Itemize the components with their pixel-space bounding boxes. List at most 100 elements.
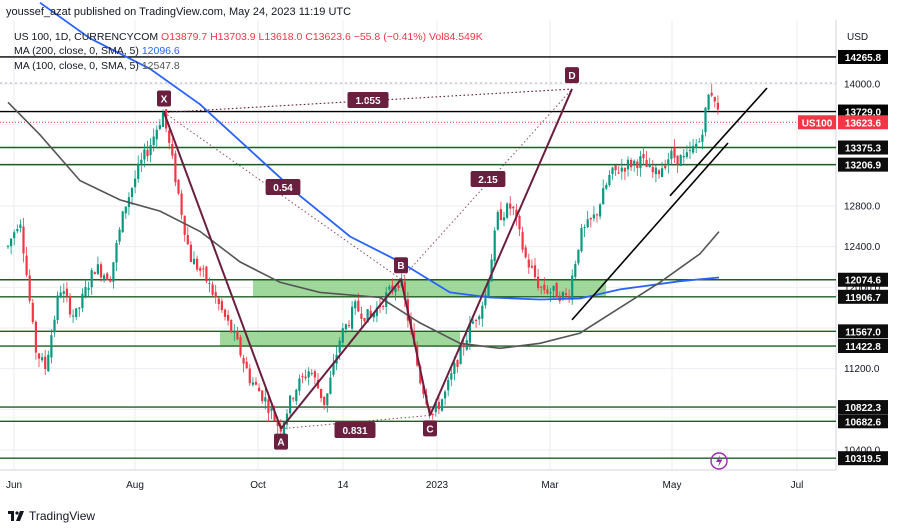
candle-body [254, 381, 258, 385]
candle-body [481, 305, 484, 319]
candle-body [106, 273, 109, 281]
candle-body [695, 143, 698, 148]
candle-body [651, 167, 654, 173]
pattern-point-box [157, 90, 171, 107]
candle-body [93, 272, 96, 275]
candle-body [456, 360, 459, 367]
pattern-retracement [400, 88, 573, 280]
ma200-legend[interactable]: MA (200, close, 0, SMA, 5) 12096.6 [14, 45, 180, 57]
candle-body [121, 211, 124, 233]
candle-body [583, 227, 586, 229]
current-price-box [838, 115, 888, 130]
candle-body [295, 389, 298, 402]
time-tick: May [663, 480, 682, 491]
candle-body [50, 335, 53, 358]
candle-body [174, 153, 177, 183]
tradingview-brand: TradingView [29, 509, 96, 523]
candle-body [65, 288, 68, 297]
candle-body [372, 313, 375, 318]
level-badge-label: 10822.3 [845, 403, 882, 414]
candle-body [450, 373, 453, 380]
pattern-leg [280, 278, 402, 430]
candle-body [382, 305, 385, 307]
ratio-badge-box [347, 92, 389, 108]
candle-body [657, 170, 661, 175]
candle-body [202, 268, 205, 270]
candle-body [502, 217, 506, 221]
candle-body [704, 107, 707, 133]
level-badge-box [838, 414, 888, 429]
level-badge-label: 11906.7 [845, 293, 881, 304]
candle-body [261, 390, 264, 402]
candle-body [360, 313, 363, 319]
candle-body [84, 286, 87, 297]
candle-body [130, 188, 134, 198]
ma100-label: MA (100, close, 0, SMA, 5) [14, 60, 139, 72]
uptrend-line-lower [571, 142, 729, 321]
candle-body [574, 264, 577, 278]
candle-body [276, 419, 279, 426]
candle-body [515, 209, 518, 218]
candle-body [227, 314, 230, 321]
candle-body [332, 362, 335, 375]
candle-body [484, 294, 487, 306]
candle-body [537, 276, 540, 288]
candle-body [698, 141, 701, 143]
level-badge: 13206.9 [838, 157, 888, 172]
candle-body [53, 319, 56, 333]
candle-body [688, 150, 692, 152]
lightning-circle [710, 452, 728, 470]
candle-body [298, 378, 301, 391]
candle-body [626, 159, 630, 170]
candle-body [289, 395, 292, 414]
candle-body [611, 167, 614, 175]
candle-body [285, 413, 289, 425]
candle-body [351, 306, 354, 329]
price-tick: 12400.0 [844, 242, 881, 253]
candle-body [676, 155, 679, 165]
x-to-d-line [163, 88, 573, 113]
candle-body [546, 289, 549, 294]
pattern-point-b: B [394, 257, 408, 274]
candle-body [301, 376, 304, 378]
level-badge-box [838, 324, 888, 339]
level-badge-label: 13375.3 [845, 144, 882, 155]
time-tick: Oct [250, 480, 266, 491]
candle-body [543, 284, 546, 291]
ratio-badge: 0.831 [334, 422, 376, 438]
candle-body [599, 204, 602, 217]
pattern-point-c: C [423, 420, 437, 437]
candle-body [41, 357, 44, 361]
candle-body [270, 408, 273, 411]
candle-body [90, 270, 93, 288]
candle-body [552, 285, 555, 291]
level-badge: 13375.3 [838, 140, 888, 155]
candle-body [28, 275, 31, 301]
candle-body [264, 397, 267, 402]
pattern-leg [400, 278, 431, 416]
candle-body [682, 155, 685, 158]
time-axis[interactable]: Jun Aug Oct 14 2023 Mar May Jul [6, 480, 803, 491]
symbol-legend[interactable]: US 100, 1D, CURRENCYCOM O13879.7 H13703.… [14, 31, 483, 43]
currency-label: USD [847, 32, 868, 43]
candle-body [468, 323, 471, 343]
candle-body [397, 285, 400, 288]
level-badge-box [838, 157, 888, 172]
uptrend-line-upper [669, 87, 768, 197]
ratio-badge-box [265, 179, 301, 195]
candle-body [685, 152, 688, 157]
candle-body [161, 112, 165, 127]
candle-body [25, 255, 28, 276]
candle-body [248, 368, 251, 384]
tradingview-footer[interactable]: TradingView [8, 509, 95, 523]
candle-body [10, 238, 13, 247]
candle-body [158, 125, 161, 129]
candle-body [453, 363, 456, 374]
level-badge: 11422.8 [838, 339, 888, 354]
candle-body [540, 286, 543, 288]
level-badge-box [838, 272, 888, 287]
candle-body [329, 377, 332, 394]
time-tick: 2023 [426, 480, 449, 491]
ma100-legend[interactable]: MA (100, close, 0, SMA, 5) 12547.8 [14, 60, 180, 72]
